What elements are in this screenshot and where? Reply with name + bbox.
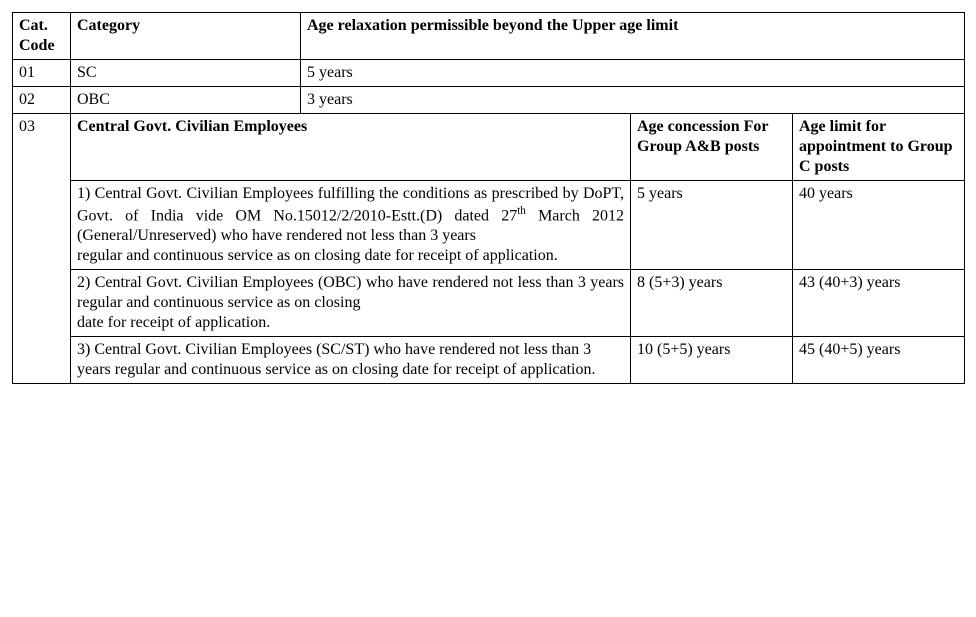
group-ab-cell: 8 (5+3) years [631, 270, 793, 337]
header-group-c: Age limit for appointment to Group C pos… [793, 114, 965, 181]
cat-code-cell: 02 [13, 87, 71, 114]
description-text: 3) Central Govt. Civilian Employees (SC/… [77, 340, 624, 380]
desc-sup: th [517, 205, 526, 217]
group-c-cell: 45 (40+5) years [793, 337, 965, 384]
table-row: 03 Central Govt. Civilian Employees Age … [13, 114, 965, 181]
table-row: 02 OBC 3 years [13, 87, 965, 114]
description-text: 1) Central Govt. Civilian Employees fulf… [77, 184, 624, 246]
header-cat-code: Cat. Code [13, 13, 71, 60]
description-text-2: date for receipt of application. [77, 313, 624, 333]
header-relaxation: Age relaxation permissible beyond the Up… [301, 13, 965, 60]
group-ab-cell: 10 (5+5) years [631, 337, 793, 384]
category-cell: Central Govt. Civilian Employees [71, 114, 631, 181]
table-row: 1) Central Govt. Civilian Employees fulf… [13, 181, 965, 270]
header-group-ab: Age concession For Group A&B posts [631, 114, 793, 181]
table-row: 01 SC 5 years [13, 60, 965, 87]
group-c-cell: 43 (40+3) years [793, 270, 965, 337]
description-cell: 2) Central Govt. Civilian Employees (OBC… [71, 270, 631, 337]
relaxation-cell: 3 years [301, 87, 965, 114]
header-category: Category [71, 13, 301, 60]
cat-code-cell: 01 [13, 60, 71, 87]
relaxation-cell: 5 years [301, 60, 965, 87]
group-ab-cell: 5 years [631, 181, 793, 270]
description-text: 2) Central Govt. Civilian Employees (OBC… [77, 273, 624, 313]
category-cell: OBC [71, 87, 301, 114]
table-header-row: Cat. Code Category Age relaxation permis… [13, 13, 965, 60]
table-row: 3) Central Govt. Civilian Employees (SC/… [13, 337, 965, 384]
description-text-2: regular and continuous service as on clo… [77, 246, 624, 266]
category-cell: SC [71, 60, 301, 87]
description-cell: 3) Central Govt. Civilian Employees (SC/… [71, 337, 631, 384]
description-cell: 1) Central Govt. Civilian Employees fulf… [71, 181, 631, 270]
age-relaxation-table: Cat. Code Category Age relaxation permis… [12, 12, 965, 384]
table-row: 2) Central Govt. Civilian Employees (OBC… [13, 270, 965, 337]
group-c-cell: 40 years [793, 181, 965, 270]
cat-code-cell: 03 [13, 114, 71, 384]
